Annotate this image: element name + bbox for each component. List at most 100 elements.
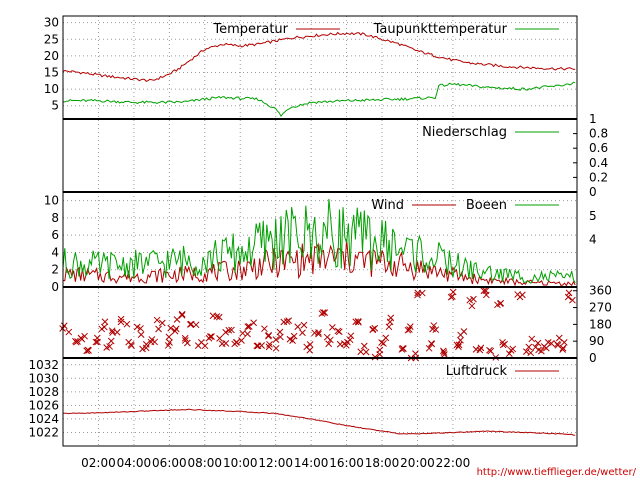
wind-direction-point [482,291,490,299]
wind-direction-point [139,345,146,353]
wind-direction-point [466,296,474,304]
wind-direction-point [244,323,252,330]
wind-direction-point [522,348,530,356]
y-tick-label: 1022 [28,425,59,439]
y-tick-label: 15 [44,65,59,79]
wind-direction-point [369,326,377,334]
wind-direction-point [225,326,233,334]
x-tick-label: 10:00 [223,456,258,470]
y-tick-label: 2 [51,263,59,277]
wind-direction-point [117,318,125,326]
right-tick-label: 0.2 [589,170,608,184]
gust-line [62,198,576,284]
wind-direction-point [250,319,258,327]
wind-direction-point [315,329,322,336]
right-tick-label: 4 [589,233,597,247]
label-layer: 02:00 04:00 06:00 08:00 10:00 12:00 14:00 16:00… [28,16,611,470]
wind-direction-point [306,346,314,354]
wind-direction-point [398,346,406,353]
wind-direction-point [280,318,288,326]
wind-direction-point [569,296,576,304]
wind-direction-point [153,316,161,324]
wind-direction-point [455,341,463,349]
wind-direction-point [158,319,166,327]
x-tick-label: 12:00 [258,456,293,470]
wind-direction-point [117,315,125,323]
wind-direction-point [362,348,370,356]
right-tick-label: 0 [589,351,597,365]
y-tick-label: 0 [51,280,59,294]
right-tick-label: 5 [589,209,597,223]
wind-direction-point [564,293,572,301]
wind-direction-point [470,295,477,303]
x-tick-label: 04:00 [117,456,152,470]
wind-direction-point [535,346,542,354]
y-tick-label: 8 [51,211,59,225]
wind-direction-point [360,342,368,350]
wind-direction-point [432,326,440,334]
wind-direction-point [457,336,464,344]
wind-direction-point [228,326,235,334]
wind-direction-point [286,335,294,343]
wind-direction-point [357,348,365,356]
wind-direction-point [133,323,141,331]
wind-direction-point [265,331,273,339]
wind-direction-point [306,341,314,348]
x-tick-label: 16:00 [329,456,364,470]
legend-temperatur-label: Temperatur [212,22,288,37]
legend-boeen-label: Boeen [466,198,507,213]
series-layer [59,31,577,436]
wind-direction-point [201,342,209,350]
wind-direction-point [480,287,488,295]
x-tick-label: 20:00 [400,456,435,470]
legend-niederschlag-label: Niederschlag [422,125,507,140]
wind-direction-point [266,340,273,348]
wind-direction-point [507,347,515,354]
wind-direction-point [559,344,567,352]
wind-direction-point [93,334,101,342]
y-tick-label: 20 [44,49,59,63]
wind-direction-point [215,313,223,321]
wind-direction-point [447,293,455,301]
right-tick-label: 360 [589,284,612,298]
wind-direction-point [439,347,447,355]
x-tick-label: 02:00 [81,456,116,470]
wind-direction-point [528,335,536,343]
wind-direction-point [148,336,156,343]
wind-direction-point [108,327,116,335]
wind-direction-point [222,340,230,347]
wind-direction-point [325,340,333,348]
wind-direction-point [387,314,395,322]
wind-direction-point [525,343,533,351]
wind-direction-point [261,325,268,333]
wind-direction-point [178,310,186,318]
wind-direction-point [173,316,181,323]
temperature-line [62,31,576,83]
wind-direction-point [299,329,306,337]
wind-direction-point [455,343,462,351]
wind-direction-point [265,343,273,351]
y-tick-label: 6 [51,228,59,242]
wind-direction-point [155,325,162,333]
wind-direction-point [172,325,180,333]
wind-direction-point [294,323,302,331]
y-tick-label: 1030 [28,371,59,385]
wind-direction-point [334,327,342,335]
wind-direction-point [440,349,448,356]
wind-direction-point [428,340,436,348]
y-tick-label: 1024 [28,412,59,426]
wind-line [62,239,576,287]
wind-direction-point [239,329,247,337]
wind-direction-point [468,302,476,310]
wind-direction-point [194,342,202,350]
y-tick-label: 25 [44,32,59,46]
wind-direction-point [216,334,223,342]
wind-direction-point [376,350,384,358]
wind-direction-point [544,339,552,346]
wind-direction-point [329,324,336,331]
wind-direction-point [123,320,131,328]
wind-direction-point [385,323,393,331]
wind-direction-point [560,339,568,346]
wind-direction-point [380,340,387,347]
wind-direction-point [206,333,214,340]
